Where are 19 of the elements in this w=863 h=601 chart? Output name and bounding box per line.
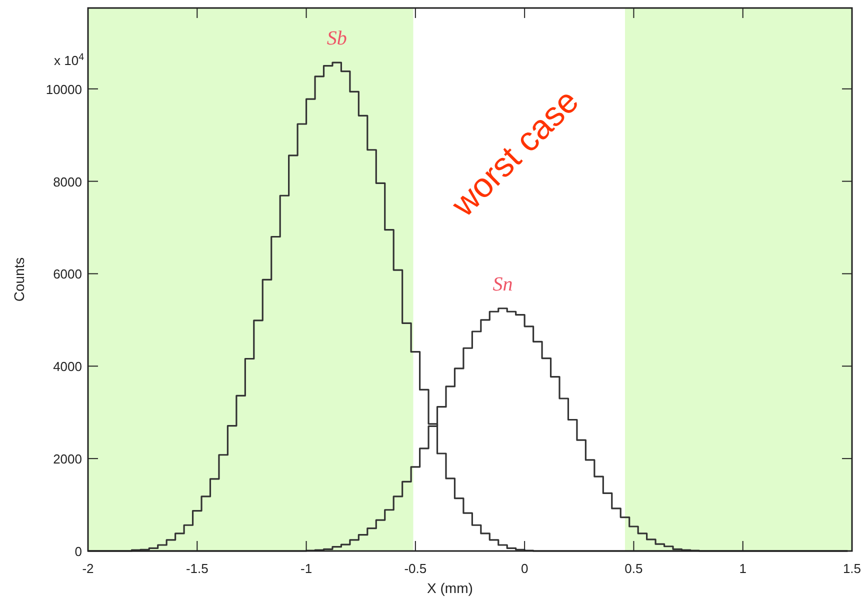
y-axis-title: Counts <box>11 257 27 302</box>
x-tick-label: 0 <box>520 561 528 576</box>
y-tick-label: 8000 <box>53 174 82 190</box>
y-tick-label: 10000 <box>46 82 82 97</box>
text: x 10$^{4}$ <box>54 51 85 68</box>
x-tick-label: 1.5 <box>842 561 862 576</box>
y-tick-label: 4000 <box>53 359 82 374</box>
series-label: Sb <box>326 28 347 50</box>
x-axis-title: X (mm) <box>427 580 473 596</box>
y-tick-label: 2000 <box>53 452 82 467</box>
x-tick-label: -0.5 <box>404 561 427 576</box>
y-tick-label: 0 <box>74 544 82 559</box>
x-tick-label: -2 <box>82 561 94 576</box>
series-label: Sn <box>492 273 513 296</box>
x-tick-label: -1 <box>300 561 312 576</box>
y-tick-label: 6000 <box>53 266 82 282</box>
x-tick-label: 0.5 <box>624 561 643 576</box>
x-tick-label: 1 <box>739 561 746 576</box>
x-tick-label: -1.5 <box>186 561 208 576</box>
